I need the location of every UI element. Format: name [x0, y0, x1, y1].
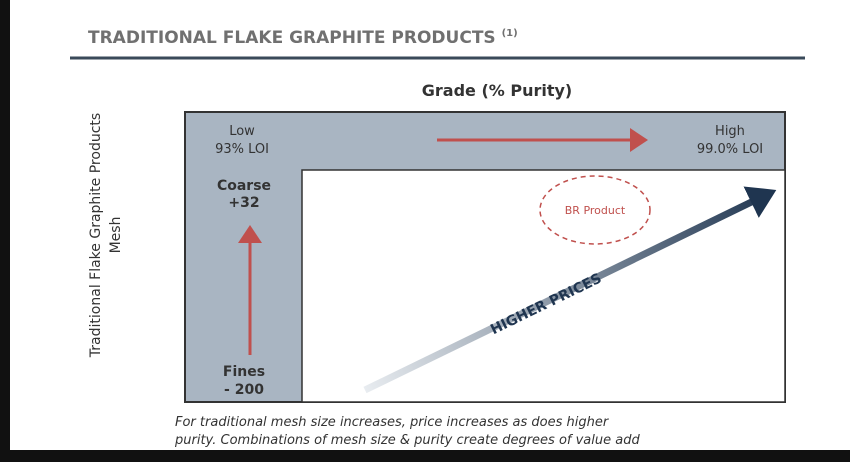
side-label: Traditional Flake Graphite Products [88, 113, 104, 358]
product-ellipse [539, 175, 651, 245]
product-label: BR Product [565, 204, 626, 217]
frame-bottom [0, 450, 850, 462]
coarse-label: Coarse [217, 178, 271, 194]
caption: purity. Combinations of mesh size & puri… [174, 433, 640, 448]
frame-left [0, 0, 10, 462]
plot-area [301, 169, 786, 403]
top-label: Grade (% Purity) [422, 81, 573, 100]
coarse-value: +32 [228, 195, 259, 211]
high-label: High [715, 124, 745, 139]
title: TRADITIONAL FLAKE GRAPHITE PRODUCTS (1) [88, 28, 518, 48]
low-value: 93% LOI [215, 142, 269, 157]
price-arrow [363, 186, 777, 394]
high-value: 99.0% LOI [697, 142, 763, 157]
caption: For traditional mesh size increases, pri… [175, 415, 610, 430]
fines-label: Fines [223, 364, 265, 380]
low-label: Low [229, 124, 255, 139]
fines-value: - 200 [224, 382, 264, 398]
side-label: Mesh [108, 217, 124, 254]
